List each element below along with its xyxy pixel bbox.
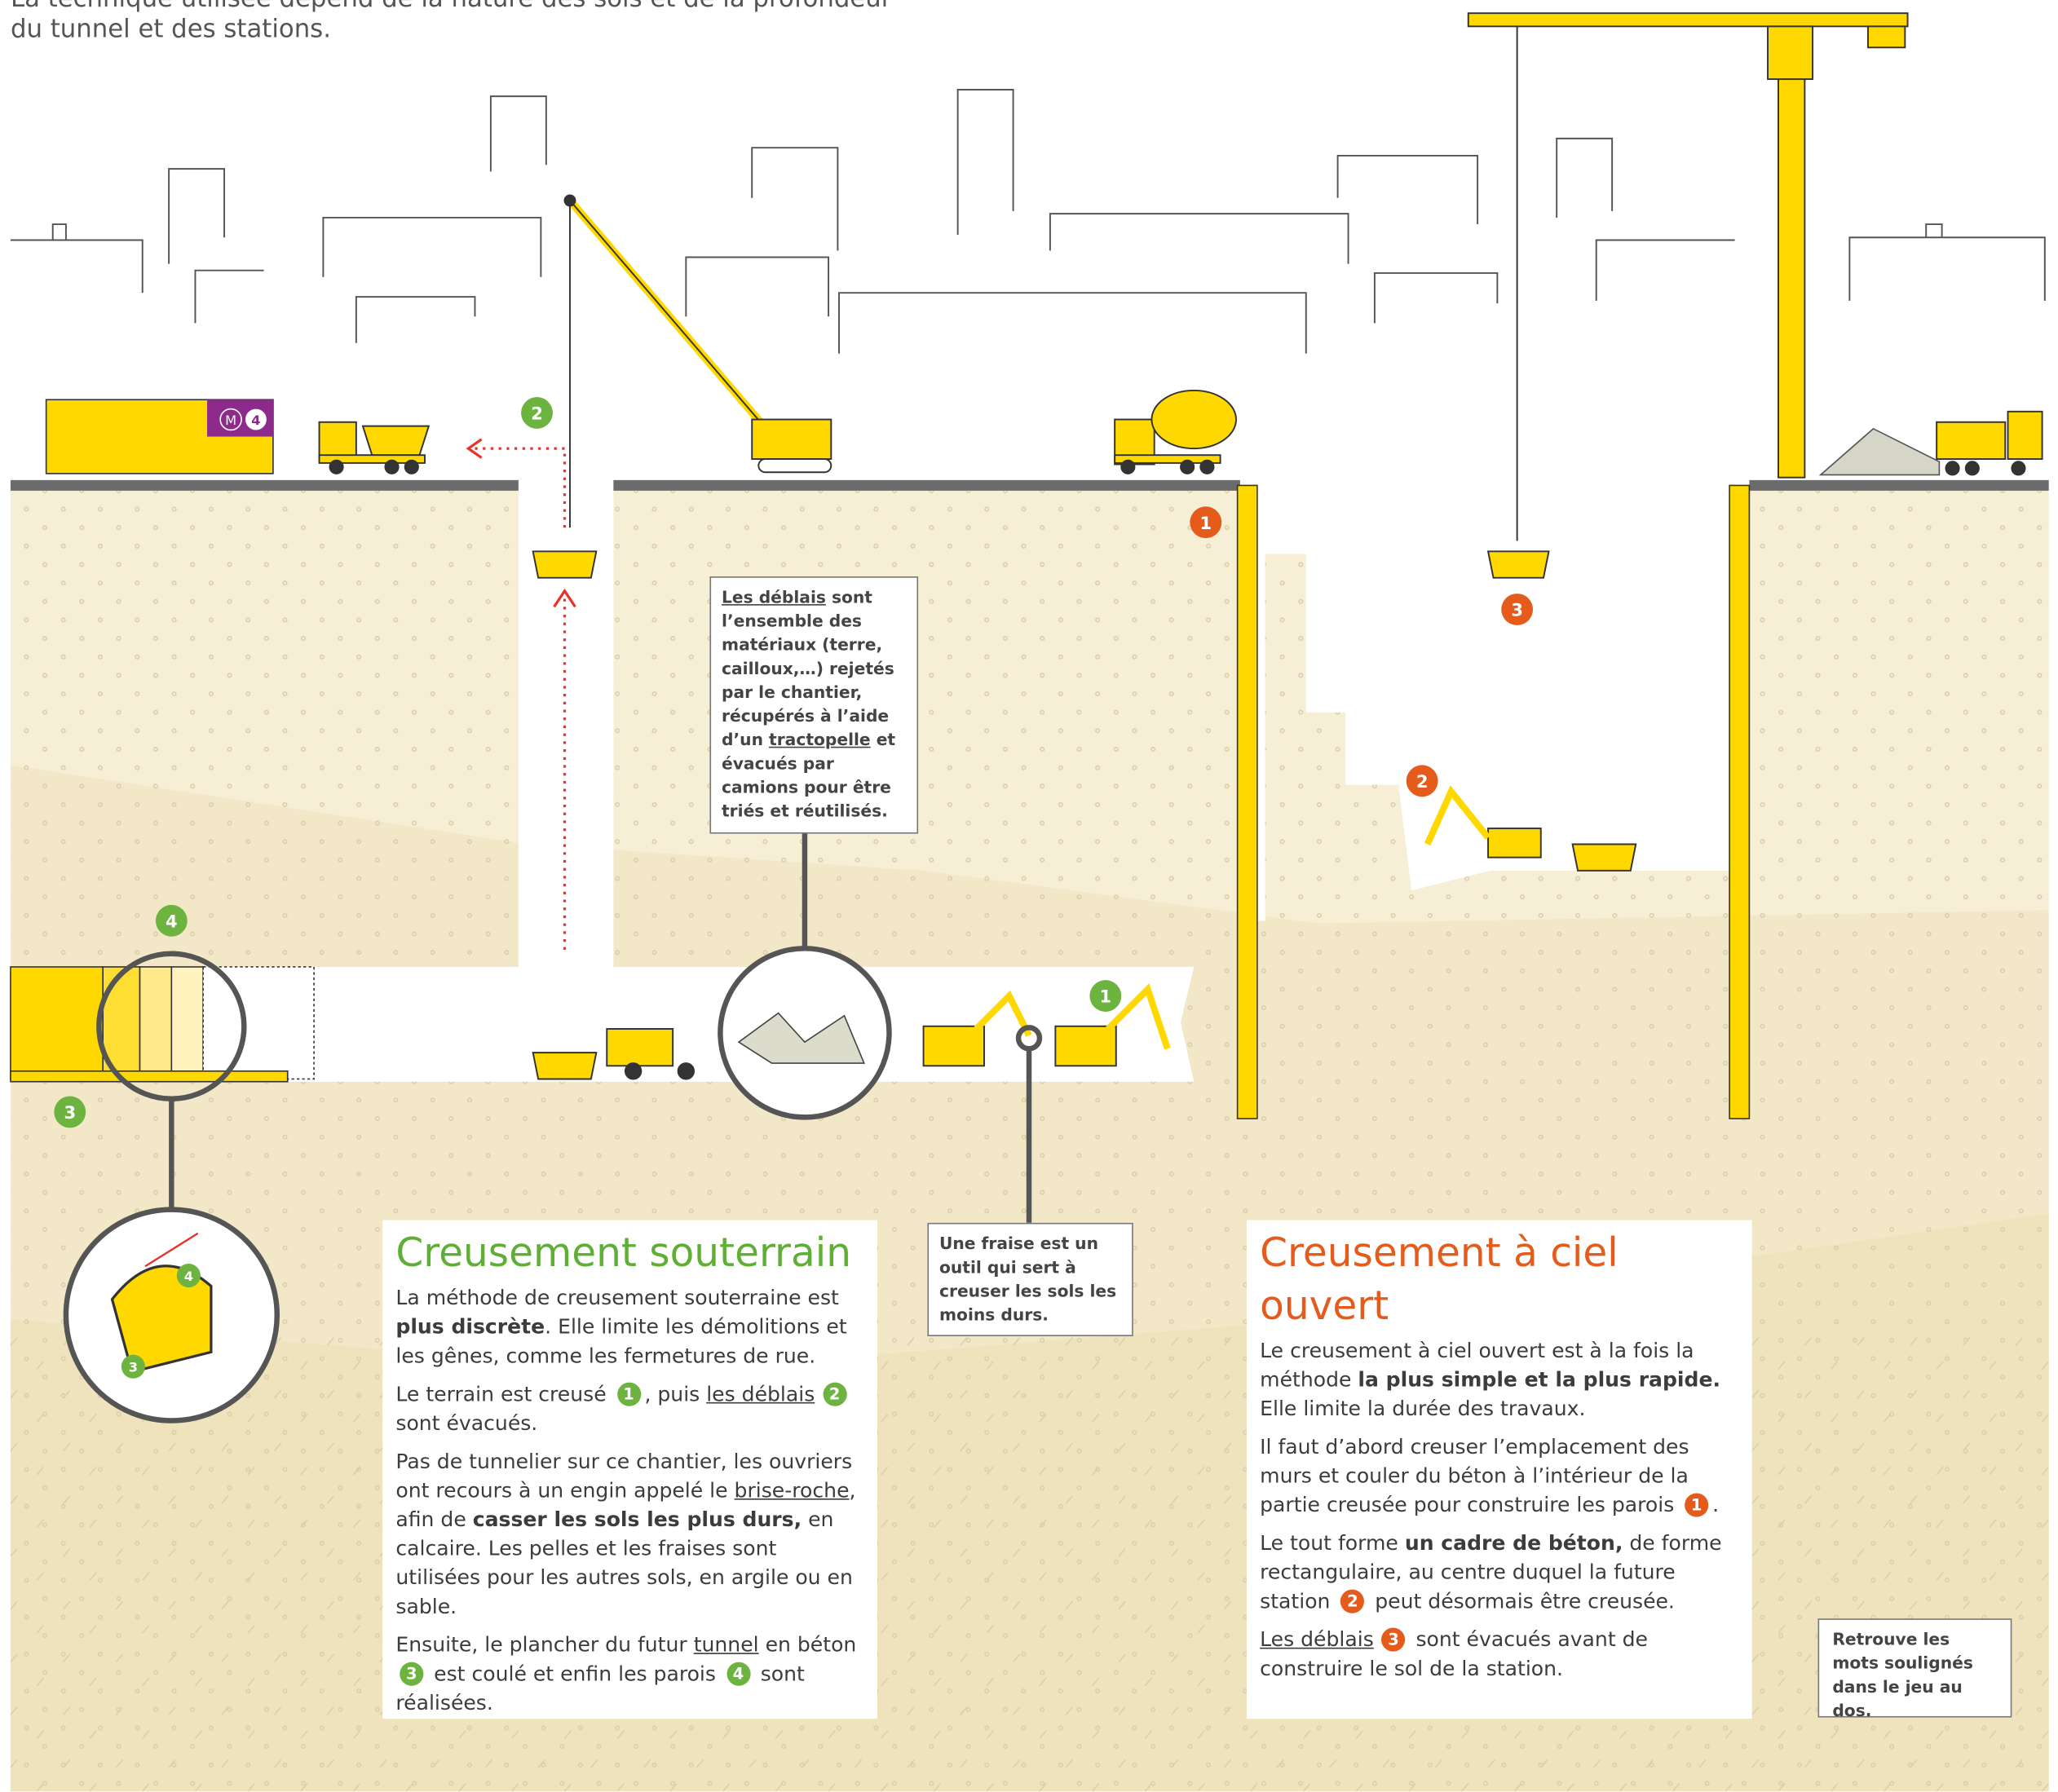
paragraph: La méthode de creusement souterraine est… xyxy=(395,1283,863,1370)
text: , puis xyxy=(644,1383,706,1406)
open-cut-panel: Creusement à ciel ouvert Le creusement à… xyxy=(1247,1220,1752,1719)
marker: 1 xyxy=(1685,1494,1708,1517)
skyline xyxy=(11,90,2045,354)
underground-panel: Creusement souterrain La méthode de creu… xyxy=(382,1220,877,1719)
text: Il faut d’abord creuser l’emplacement de… xyxy=(1260,1435,1689,1516)
text: un cadre de béton, xyxy=(1405,1531,1623,1555)
marker: 4 xyxy=(726,1662,750,1686)
marker-label: 2 xyxy=(1416,771,1429,792)
marker: 3 xyxy=(1381,1628,1405,1652)
page: M 4 xyxy=(0,0,2058,1792)
text: plus discrète xyxy=(395,1315,545,1339)
pile xyxy=(1821,429,1940,475)
text: Elle limite la durée des travaux. xyxy=(1260,1397,1585,1420)
text: la plus simple et la plus rapide. xyxy=(1358,1368,1720,1392)
deblais-callout: Les déblais sont l’ensemble des matériau… xyxy=(709,576,918,834)
text: . xyxy=(1712,1494,1719,1517)
paragraph: Pas de tunnelier sur ce chantier, les ou… xyxy=(395,1447,863,1622)
intro: La technique utilisée dépend de la natur… xyxy=(11,0,891,45)
text: tunnel xyxy=(694,1633,759,1657)
fraise-callout: Une fraise est un outil qui sert à creus… xyxy=(927,1223,1133,1336)
wall xyxy=(1238,485,1257,1119)
text: brise-roche xyxy=(735,1479,850,1503)
tunnel-rings xyxy=(11,967,314,1082)
marker-label: 3 xyxy=(1511,600,1523,620)
text: casser les sols les plus durs, xyxy=(473,1507,802,1531)
marker-label: 3 xyxy=(64,1102,76,1123)
wall xyxy=(1729,485,1749,1119)
infographic: M 4 xyxy=(0,0,2058,1792)
metro-letter: M xyxy=(225,413,236,428)
text: Le tout forme xyxy=(1260,1531,1405,1555)
trench xyxy=(1257,485,1265,920)
metro-number: 4 xyxy=(251,413,260,428)
crawler-crane xyxy=(564,195,831,527)
note: Retrouve les mots soulignés dans le jeu … xyxy=(1818,1618,2012,1717)
text: peut désormais être creusée. xyxy=(1368,1590,1675,1613)
paragraph: Le creusement à ciel ouvert est à la foi… xyxy=(1260,1336,1738,1423)
text: Le terrain est creusé xyxy=(395,1383,612,1406)
text: Les déblais xyxy=(1260,1628,1374,1652)
marker-label: 1 xyxy=(1199,513,1212,533)
marker: 3 xyxy=(400,1662,423,1686)
marker: 2 xyxy=(823,1383,846,1406)
marker-label: 4 xyxy=(166,911,178,931)
marker: 1 xyxy=(616,1383,640,1406)
paragraph: Le tout forme un cadre de béton, de form… xyxy=(1260,1529,1738,1616)
marker-label: 3 xyxy=(129,1360,138,1375)
text: La méthode de creusement souterraine est xyxy=(395,1287,839,1310)
text: Les déblais xyxy=(722,587,826,607)
text: Ensuite, le plancher du futur xyxy=(395,1633,693,1657)
marker-label: 4 xyxy=(184,1269,193,1284)
paragraph: Le terrain est creusé 1, puis les déblai… xyxy=(395,1379,863,1437)
text: les déblais xyxy=(706,1383,815,1406)
text: tractopelle xyxy=(769,730,871,749)
panel-title: Creusement souterrain xyxy=(395,1228,863,1281)
intro-line: du tunnel et des stations. xyxy=(11,15,891,45)
panel-title: Creusement à ciel ouvert xyxy=(1260,1228,1738,1333)
marker: 2 xyxy=(1340,1590,1364,1613)
text: sont l’ensemble des matériaux (terre, ca… xyxy=(722,587,894,749)
intro-line: La technique utilisée dépend de la natur… xyxy=(11,0,891,15)
paragraph: Ensuite, le plancher du futur tunnel en … xyxy=(395,1631,863,1718)
text: sont évacués. xyxy=(395,1411,537,1435)
text: est coulé et enfin les parois xyxy=(427,1662,722,1686)
marker-label: 1 xyxy=(1100,986,1112,1007)
paragraph: Il faut d’abord creuser l’emplacement de… xyxy=(1260,1432,1738,1520)
marker-label: 2 xyxy=(531,404,543,424)
text: en béton xyxy=(759,1633,857,1657)
